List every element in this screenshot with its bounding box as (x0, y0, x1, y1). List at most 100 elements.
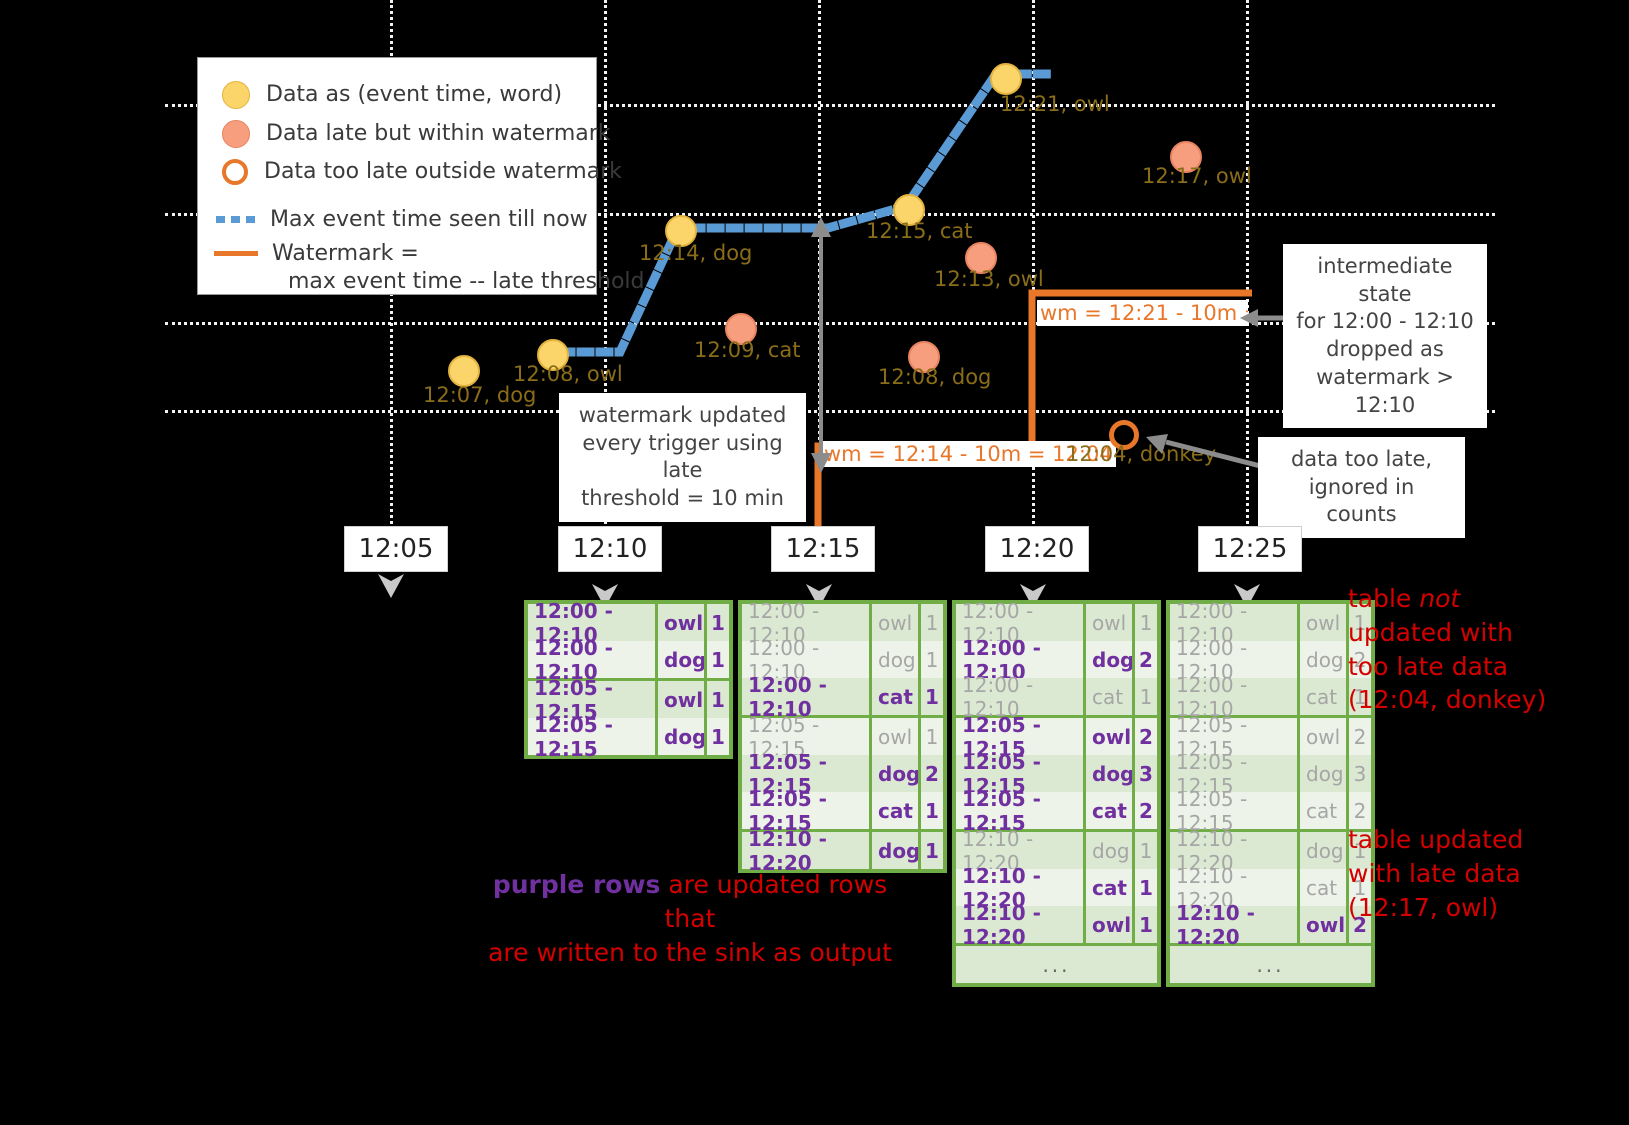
legend-item-watermark-formula: max event time -- late threshold (288, 269, 645, 294)
table-row[interactable]: 12:00 - 12:10 owl 1 (956, 599, 1157, 647)
table-row[interactable]: 12:00 - 12:10 dog 1 (528, 636, 729, 684)
table-column-separator (1297, 832, 1300, 869)
table-column-separator (918, 832, 921, 869)
table-more-rows-indicator: ... (1170, 946, 1371, 983)
table-cell-count: 1 (1135, 906, 1157, 943)
table-cell-word: cat (1086, 792, 1132, 829)
legend-label: Max event time seen till now (270, 207, 588, 232)
legend-label: Data late but within watermark (266, 121, 611, 147)
table-cell-word: owl (1300, 604, 1346, 641)
table-row[interactable]: 12:05 - 12:15 dog 2 (742, 750, 943, 798)
table-cell-word: dog (1086, 832, 1132, 869)
table-cell-count: 1 (921, 718, 943, 755)
table-cell-word: dog (1300, 832, 1346, 869)
data-point[interactable] (1109, 420, 1139, 450)
legend-label: Data as (event time, word) (266, 82, 563, 108)
table-row[interactable]: 12:00 - 12:10 cat 1 (956, 673, 1157, 721)
table-cell-window: 12:05 - 12:15 (956, 750, 1083, 798)
table-column-separator (1132, 604, 1135, 641)
table-row[interactable]: 12:00 - 12:10 owl 1 (742, 599, 943, 647)
legend: Data as (event time, word) Data late but… (197, 57, 645, 295)
data-point[interactable] (893, 194, 925, 226)
data-point[interactable] (990, 63, 1022, 95)
table-cell-count: 2 (1349, 906, 1371, 943)
table-group-separator (956, 829, 1157, 832)
table-group-separator (742, 829, 943, 832)
table-column-separator (655, 681, 658, 718)
table-group-separator (956, 943, 1157, 946)
table-cell-word: cat (1300, 792, 1346, 829)
table-row[interactable]: 12:00 - 12:10 owl 1 (1170, 599, 1371, 647)
table-column-separator (869, 641, 872, 678)
table-cell-word: cat (1086, 678, 1132, 715)
table-column-separator (704, 641, 707, 678)
table-row[interactable]: 12:05 - 12:15 dog 3 (956, 750, 1157, 798)
data-point[interactable] (965, 242, 997, 274)
table-cell-window: 12:10 - 12:20 (956, 827, 1083, 875)
table-row[interactable]: 12:05 - 12:15 owl 2 (956, 713, 1157, 761)
table-column-separator (704, 681, 707, 718)
table-column-separator (918, 678, 921, 715)
data-point[interactable] (537, 339, 569, 371)
table-column-separator (918, 755, 921, 792)
hollow-orange-circle-icon (222, 159, 248, 185)
table-row[interactable]: 12:10 - 12:20 dog 1 (956, 827, 1157, 875)
table-column-separator (1346, 792, 1349, 829)
table-column-separator (1297, 792, 1300, 829)
table-column-separator (1083, 832, 1086, 869)
table-cell-count: 2 (1349, 641, 1371, 678)
table-row[interactable]: 12:05 - 12:15 owl 1 (742, 713, 943, 761)
table-cell-count: 1 (707, 604, 729, 641)
watermark-label-high: wm = 12:21 - 10m = 12:11 (1037, 300, 1248, 326)
table-column-separator (1083, 792, 1086, 829)
callout-line: data too late, (1290, 447, 1433, 471)
table-cell-count: 1 (1349, 604, 1371, 641)
data-point[interactable] (448, 355, 480, 387)
table-row[interactable]: 12:00 - 12:10 owl 1 (528, 599, 729, 647)
table-row[interactable]: 12:10 - 12:20 dog 1 (742, 827, 943, 875)
table-row[interactable]: 12:05 - 12:15 owl 2 (1170, 713, 1371, 761)
table-row[interactable]: 12:05 - 12:15 cat 2 (956, 787, 1157, 835)
data-point[interactable] (665, 215, 697, 247)
table-cell-count: 2 (921, 755, 943, 792)
table-cell-word: owl (1300, 906, 1346, 943)
data-point[interactable] (1170, 141, 1202, 173)
table-row[interactable]: 12:10 - 12:20 cat 1 (956, 864, 1157, 912)
data-point[interactable] (908, 341, 940, 373)
table-row[interactable]: 12:00 - 12:10 cat 1 (1170, 673, 1371, 721)
table-cell-window: 12:05 - 12:15 (742, 713, 869, 761)
table-row[interactable]: 12:10 - 12:20 owl 1 (956, 901, 1157, 949)
table-cell-window: 12:10 - 12:20 (1170, 864, 1297, 912)
table-row[interactable]: 12:05 - 12:15 owl 1 (528, 676, 729, 724)
table-cell-word: owl (1086, 718, 1132, 755)
watermark-gap-arrow (811, 217, 831, 473)
table-cell-word: dog (872, 641, 918, 678)
table-cell-window: 12:00 - 12:10 (528, 599, 655, 647)
table-column-separator (1346, 678, 1349, 715)
table-cell-window: 12:05 - 12:15 (528, 676, 655, 724)
table-cell-window: 12:10 - 12:20 (956, 901, 1083, 949)
table-cell-count: 1 (921, 792, 943, 829)
callout-line: intermediate state (1317, 254, 1453, 306)
table-row[interactable]: 12:05 - 12:15 dog 1 (528, 713, 729, 761)
table-column-separator (1346, 869, 1349, 906)
callout-data-too-late: data too late, ignored in counts (1258, 437, 1465, 539)
table-row[interactable]: 12:05 - 12:15 cat 2 (1170, 787, 1371, 835)
table-row[interactable]: 12:00 - 12:10 dog 1 (742, 636, 943, 684)
table-column-separator (1132, 755, 1135, 792)
table-column-separator (704, 718, 707, 755)
table-cell-window: 12:05 - 12:15 (1170, 713, 1297, 761)
table-row[interactable]: 12:00 - 12:10 cat 1 (742, 673, 943, 721)
note-line: are written to the sink as output (488, 937, 892, 967)
table-cell-window: 12:10 - 12:20 (956, 864, 1083, 912)
table-cell-count: 1 (921, 832, 943, 869)
table-row[interactable]: 12:05 - 12:15 cat 1 (742, 787, 943, 835)
blue-dotted-line-icon (216, 216, 256, 224)
data-point[interactable] (725, 313, 757, 345)
table-more-rows-indicator: ... (956, 946, 1157, 983)
table-row[interactable]: 12:10 - 12:20 cat 1 (1170, 864, 1371, 912)
table-row[interactable]: 12:10 - 12:20 owl 2 (1170, 901, 1371, 949)
table-cell-count: 1 (1349, 678, 1371, 715)
table-column-separator (1346, 755, 1349, 792)
